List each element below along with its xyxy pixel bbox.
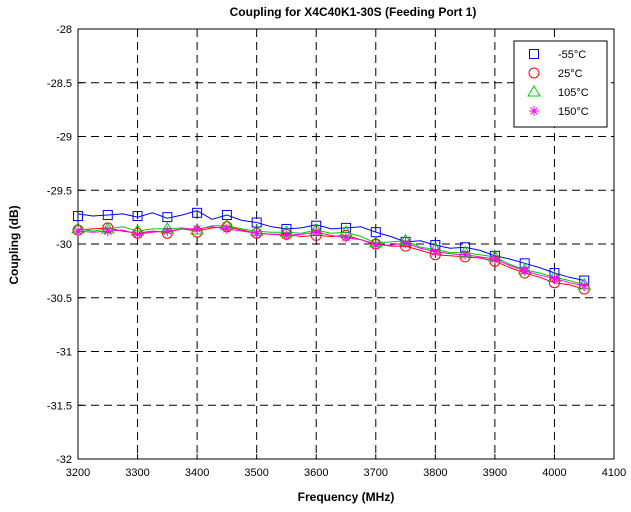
- data-series: [71, 207, 592, 295]
- data-point-150c: [549, 273, 560, 284]
- series-150c: [73, 223, 590, 291]
- x-tick-label: 4100: [602, 467, 626, 479]
- y-tick-label: -28: [56, 24, 72, 36]
- data-point-150c: [489, 254, 500, 265]
- data-point--55c: [162, 212, 173, 223]
- x-tick-label: 3300: [125, 467, 149, 479]
- data-point--55c: [102, 209, 113, 220]
- y-tick-label: -32: [56, 454, 72, 466]
- y-tick-label: -31.5: [47, 400, 72, 412]
- data-point-150c: [579, 280, 590, 291]
- legend-label-150c: 150°C: [558, 106, 589, 118]
- data-point-150c: [73, 226, 83, 237]
- legend-marker-150c: [529, 106, 539, 116]
- data-point-150c: [519, 265, 530, 276]
- data-point-150c: [102, 226, 113, 237]
- y-axis-label: Coupling (dB): [7, 205, 21, 284]
- data-point-150c: [132, 229, 143, 240]
- x-tick-label: 3600: [304, 467, 328, 479]
- legend-label-25c: 25°C: [558, 68, 583, 80]
- series-line--55c: [77, 210, 585, 281]
- x-axis-label: Frequency (MHz): [298, 490, 395, 504]
- chart-title: Coupling for X4C40K1-30S (Feeding Port 1…: [230, 5, 477, 19]
- y-tick-labels: -28 -28.5 -29 -29.5 -30 -30.5 -31 -31.5 -32: [47, 24, 83, 466]
- x-tick-label: 3900: [483, 467, 507, 479]
- data-point--55c: [251, 217, 262, 228]
- x-tick-label: 4000: [542, 467, 566, 479]
- data-point-150c: [162, 226, 173, 237]
- data-point-150c: [311, 227, 322, 238]
- data-point-150c: [341, 232, 351, 243]
- series--55c: [73, 207, 590, 286]
- legend-label--55c: -55°C: [558, 49, 586, 61]
- data-point-150c: [192, 223, 203, 234]
- y-tick-label: -30: [56, 239, 72, 251]
- series-line-105c: [77, 225, 585, 286]
- x-tick-labels: 3200 3300 3400 3500 3600 3700 3800 3900 4000 4100: [66, 454, 626, 479]
- data-point--55c: [132, 211, 143, 222]
- data-point-150c: [400, 237, 411, 248]
- data-point-150c: [460, 249, 471, 260]
- legend-label-105c: 105°C: [558, 87, 589, 99]
- series-line-25c: [77, 226, 585, 290]
- data-point-150c: [281, 230, 292, 241]
- y-tick-label: -30.5: [47, 293, 72, 305]
- data-point-150c: [251, 228, 262, 239]
- x-tick-label: 3400: [185, 467, 209, 479]
- data-point-150c: [430, 246, 441, 257]
- legend-marker-25c: [528, 67, 540, 79]
- legend: -55°C 25°C 105°C 150°C: [513, 40, 608, 128]
- series-line-150c: [77, 226, 585, 287]
- data-point--55c: [192, 207, 203, 218]
- data-point--55c: [73, 211, 83, 222]
- y-tick-label: -28.5: [47, 78, 72, 90]
- data-point-150c: [221, 223, 232, 234]
- legend-marker--55c: [529, 49, 539, 59]
- legend-marker-105c: [527, 85, 541, 97]
- data-point-150c: [370, 240, 381, 251]
- series-105c: [71, 218, 592, 290]
- x-tick-label: 3500: [244, 467, 268, 479]
- x-tick-label: 3800: [423, 467, 447, 479]
- y-tick-label: -29: [56, 132, 72, 144]
- x-tick-label: 3200: [66, 467, 90, 479]
- y-tick-label: -29.5: [47, 185, 72, 197]
- y-tick-label: -31: [56, 347, 72, 359]
- x-tick-label: 3700: [364, 467, 388, 479]
